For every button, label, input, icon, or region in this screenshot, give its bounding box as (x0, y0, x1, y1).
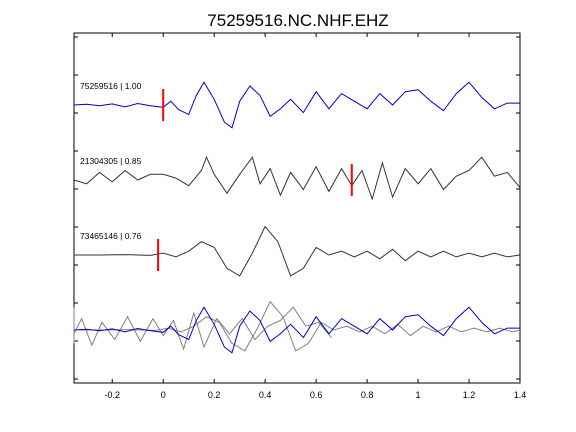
x-tick-label: 0.6 (310, 390, 323, 400)
trace-line-2 (73, 155, 521, 201)
overlay-trace-1 (73, 306, 520, 354)
overlay-trace-3 (79, 300, 521, 352)
plot-frame (73, 32, 521, 384)
trace-label-2: 21304305 | 0.85 (80, 156, 142, 166)
trace-layer (73, 81, 521, 277)
x-tick-label: 0.8 (361, 390, 374, 400)
x-tick-label: -0.2 (104, 390, 120, 400)
overlay-trace-2 (73, 306, 332, 351)
trace-label-1: 75259516 | 1.00 (80, 81, 142, 91)
trace-line-3 (74, 225, 521, 277)
x-tick-label: 0.4 (259, 390, 272, 400)
trace-labels: 75259516 | 1.00 21304305 | 0.85 73465146 |… (80, 81, 142, 241)
chart-title: 75259516.NC.NHF.EHZ (207, 11, 388, 30)
overlay-stack (73, 300, 521, 354)
x-tick-label: 0 (161, 390, 166, 400)
x-axis-ticks: -0.2 0 0.2 0.4 0.6 0.8 1 1.2 1.4 (104, 33, 526, 400)
x-tick-label: 0.2 (208, 390, 221, 400)
x-tick-label: 1.4 (514, 390, 527, 400)
y-axis-ticks (74, 36, 520, 380)
x-tick-label: 1 (416, 390, 421, 400)
trace-label-3: 73465146 | 0.76 (80, 231, 142, 241)
x-tick-label: 1.2 (463, 390, 476, 400)
trace-line-1 (73, 81, 520, 129)
pick-markers (157, 89, 353, 271)
